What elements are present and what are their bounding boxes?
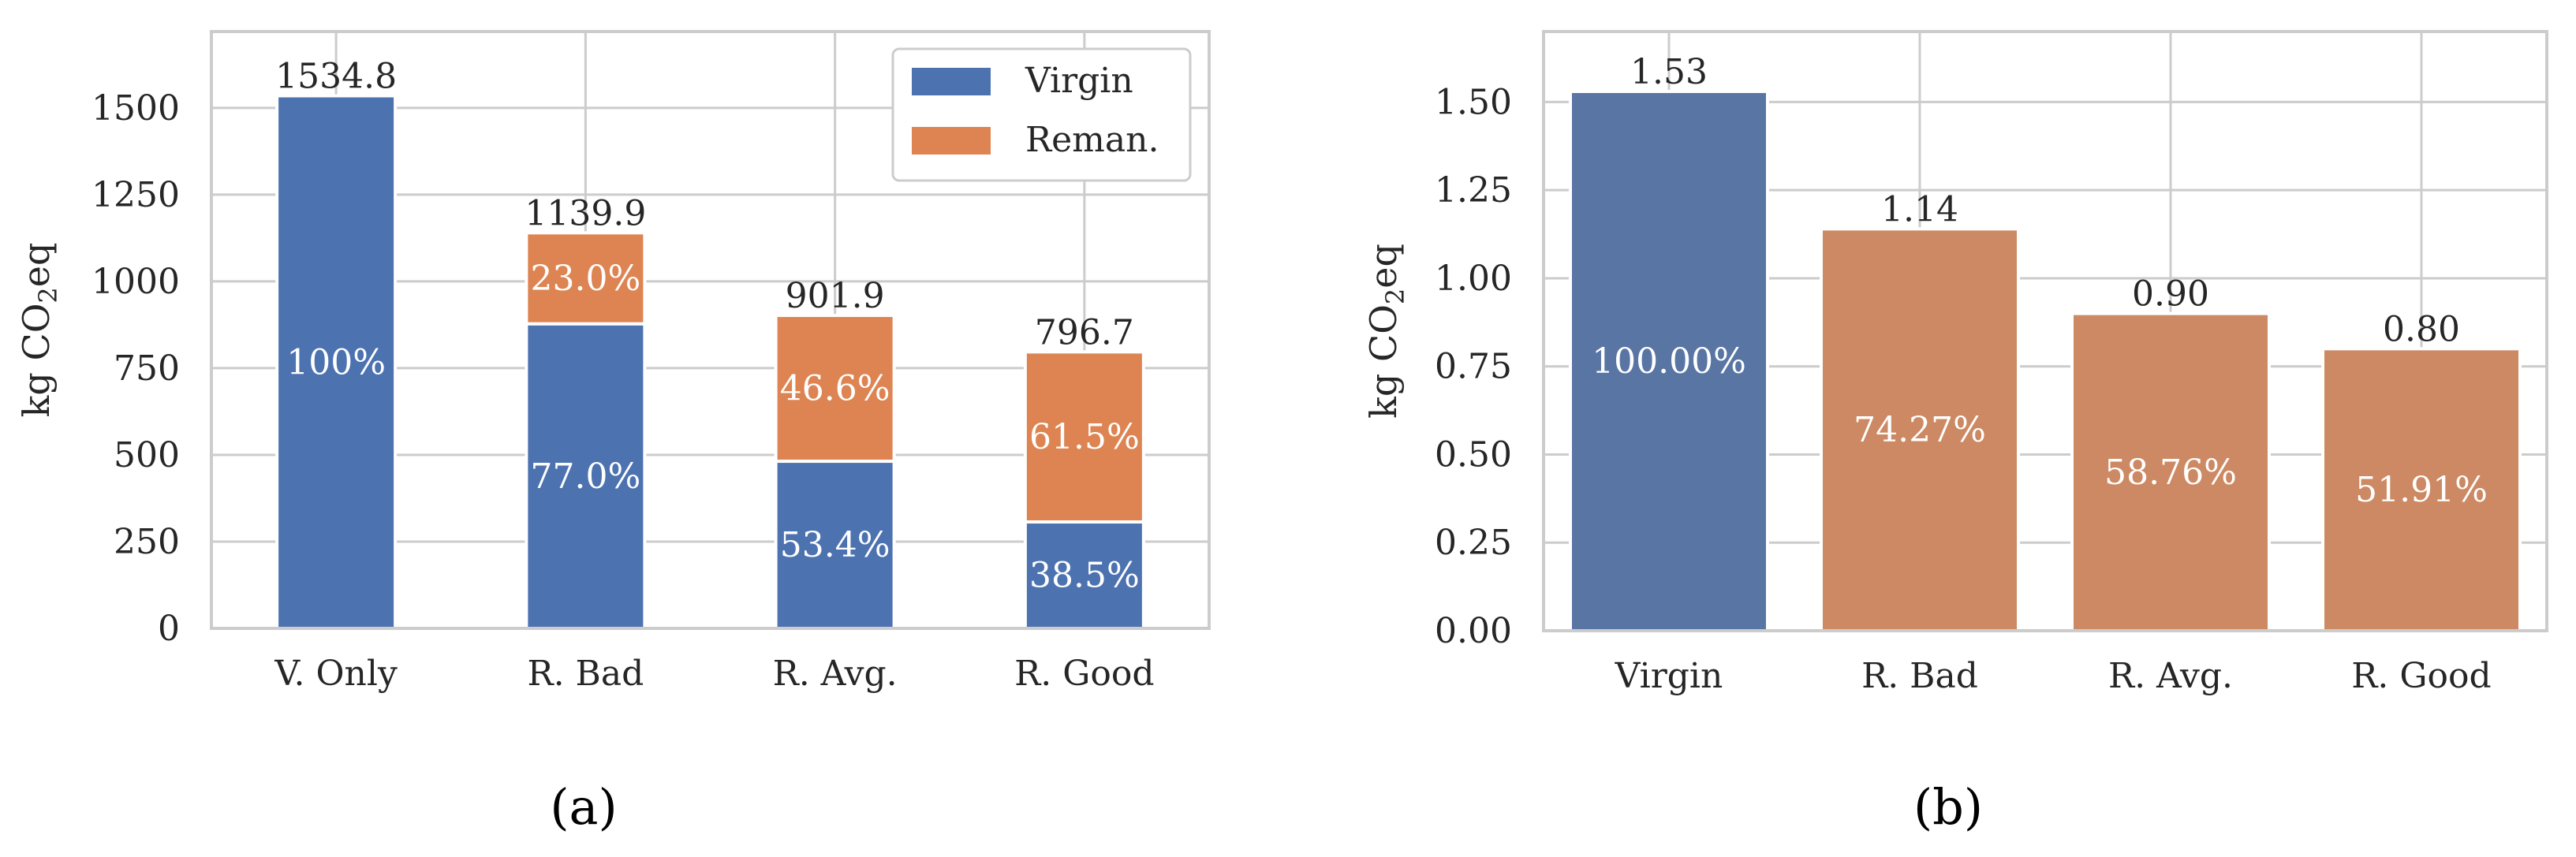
y-tick-label: 0.25 — [1435, 523, 1512, 563]
bar-value-label: 1.53 — [1630, 52, 1708, 92]
bar-reman — [774, 314, 896, 464]
y-tick-label: 1500 — [91, 88, 180, 129]
y-tick-label: 1.25 — [1435, 170, 1512, 211]
bar-value-label: 1.14 — [1881, 189, 1958, 229]
panel-caption: (b) — [1913, 778, 1983, 836]
bar-percent-label: 23.0% — [530, 259, 640, 299]
bar-virgin — [525, 322, 647, 630]
bar-virgin — [774, 460, 896, 630]
bar-percent-label: 58.76% — [2104, 453, 2237, 493]
bar — [2321, 347, 2522, 632]
bar — [1820, 227, 2020, 632]
y-axis-label-unit: eq — [15, 243, 58, 288]
x-tick-label: V. Only — [274, 654, 398, 694]
y-axis-label-subscript: 2 — [33, 287, 63, 303]
y-tick-label: 1.00 — [1435, 259, 1512, 299]
y-tick-label: 1.50 — [1435, 82, 1512, 122]
bar-percent-label: 38.5% — [1029, 556, 1140, 596]
legend-label: Virgin — [1025, 61, 1133, 101]
y-axis-label-main: kg CO — [15, 304, 58, 418]
y-tick-label: 1000 — [91, 262, 180, 302]
x-tick-label: R. Avg. — [773, 654, 898, 694]
x-tick-label: R. Good — [1014, 654, 1154, 694]
bar-percent-label: 51.91% — [2355, 470, 2488, 510]
bar-value-label: 0.80 — [2383, 309, 2460, 349]
bar — [1569, 90, 1769, 632]
y-tick-label: 750 — [114, 348, 180, 389]
bar-reman — [1023, 350, 1145, 524]
bar-percent-label: 100.00% — [1592, 341, 1746, 382]
chart-panel-a: 100% 1534.8 77.0% 23.0% 1139.9 53.4% 46.6% 901.… — [15, 30, 1211, 836]
y-tick-label: 0.50 — [1435, 434, 1512, 475]
y-tick-label: 0 — [158, 609, 180, 649]
y-axis-label-main: kg CO — [1362, 304, 1405, 419]
chart-panel-b: 1.53 100.00% 1.14 74.27% 0.90 58.76% 0.80 51.91… — [1362, 30, 2548, 836]
bar-virgin — [275, 94, 398, 631]
x-tick-label: R. Bad — [1861, 656, 1978, 696]
legend-label: Reman. — [1025, 120, 1159, 160]
bar — [2070, 311, 2271, 632]
y-axis-label: kg CO2eq — [15, 243, 63, 418]
bar-percent-label: 100% — [286, 342, 386, 382]
y-axis-label-unit: eq — [1362, 244, 1405, 289]
y-tick-label: 1250 — [91, 175, 180, 215]
bar-percent-label: 61.5% — [1029, 417, 1140, 457]
bar-percent-label: 53.4% — [780, 525, 890, 565]
x-tick-label: Virgin — [1615, 656, 1723, 696]
panel-caption: (a) — [550, 778, 617, 836]
bar-reman — [525, 231, 647, 326]
bar-value-label: 0.90 — [2132, 274, 2209, 315]
y-tick-label: 500 — [114, 435, 180, 475]
plot-frame — [210, 30, 1211, 630]
bar-total-label: 1534.8 — [275, 57, 397, 97]
legend-swatch — [912, 127, 991, 155]
x-tick-label: R. Good — [2351, 656, 2491, 696]
bar-total-label: 901.9 — [786, 276, 885, 316]
bar-total-label: 796.7 — [1035, 312, 1134, 352]
x-tick-label: R. Avg. — [2108, 656, 2233, 696]
y-tick-label: 250 — [114, 522, 180, 562]
bar-percent-label: 77.0% — [530, 456, 640, 497]
plot-frame — [1542, 30, 2548, 632]
legend-swatch — [912, 68, 991, 95]
y-axis-label-subscript: 2 — [1380, 289, 1410, 304]
y-tick-label: 0.75 — [1435, 347, 1512, 387]
bar-total-label: 1139.9 — [525, 193, 646, 233]
y-tick-label: 0.00 — [1435, 611, 1512, 651]
y-axis-label: kg CO2eq — [1362, 244, 1410, 419]
bar-percent-label: 74.27% — [1854, 410, 1986, 450]
x-tick-label: R. Bad — [527, 654, 644, 694]
bar-percent-label: 46.6% — [780, 369, 890, 409]
